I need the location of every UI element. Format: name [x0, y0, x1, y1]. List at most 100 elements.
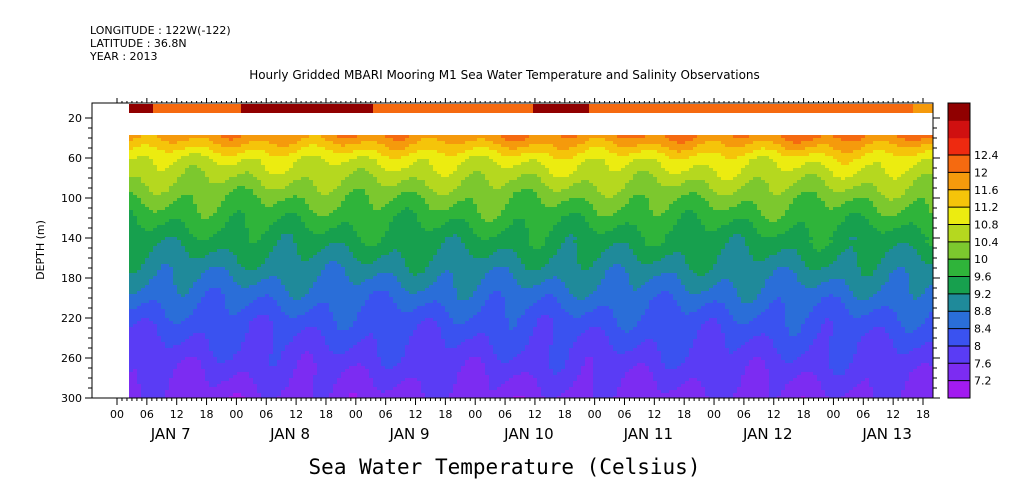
heatmap-cell [325, 282, 330, 286]
heatmap-cell [305, 321, 310, 325]
heatmap-cell [257, 246, 262, 250]
heatmap-cell [185, 231, 190, 235]
heatmap-cell [181, 363, 186, 367]
heatmap-cell [285, 339, 290, 343]
heatmap-cell [289, 333, 294, 337]
heatmap-cell [165, 270, 170, 274]
heatmap-cell [193, 144, 198, 148]
heatmap-cell [165, 297, 170, 301]
heatmap-cell [273, 270, 278, 274]
heatmap-cell [177, 324, 182, 328]
heatmap-cell [181, 264, 186, 268]
heatmap-cell [281, 258, 286, 262]
heatmap-cell [169, 225, 174, 229]
heatmap-cell [313, 210, 318, 214]
heatmap-cell [225, 360, 230, 364]
heatmap-cell [265, 174, 270, 178]
heatmap-cell [289, 276, 294, 280]
heatmap-cell [181, 285, 186, 289]
heatmap-cell [137, 141, 142, 145]
heatmap-cell [297, 279, 302, 283]
heatmap-cell [261, 285, 266, 289]
heatmap-cell [201, 390, 206, 394]
heatmap-cell [221, 297, 226, 301]
heatmap-cell [341, 168, 346, 172]
heatmap-cell [221, 351, 226, 355]
heatmap-cell [333, 285, 338, 289]
heatmap-cell [341, 279, 346, 283]
heatmap-cell [129, 282, 134, 286]
heatmap-cell [289, 273, 294, 277]
heatmap-cell [173, 138, 178, 142]
heatmap-cell [165, 180, 170, 184]
heatmap-cell [157, 234, 162, 238]
heatmap-cell [169, 318, 174, 322]
heatmap-cell [157, 378, 162, 382]
heatmap-cell [297, 282, 302, 286]
heatmap-cell [333, 138, 338, 142]
heatmap-cell [321, 183, 326, 187]
heatmap-cell [257, 297, 262, 301]
heatmap-cell [145, 264, 150, 268]
heatmap-cell [189, 216, 194, 220]
heatmap-cell [313, 390, 318, 394]
heatmap-cell [301, 183, 306, 187]
heatmap-cell [149, 246, 154, 250]
heatmap-cell [293, 306, 298, 310]
heatmap-cell [169, 369, 174, 373]
heatmap-cell [153, 279, 158, 283]
heatmap-cell [217, 270, 222, 274]
heatmap-cell [293, 267, 298, 271]
heatmap-cell [325, 210, 330, 214]
heatmap-cell [245, 210, 250, 214]
heatmap-cell [217, 366, 222, 370]
heatmap-cell [217, 216, 222, 220]
heatmap-cell [289, 339, 294, 343]
heatmap-cell [333, 258, 338, 262]
heatmap-cell [149, 204, 154, 208]
heatmap-cell [337, 198, 342, 202]
heatmap-cell [321, 381, 326, 385]
heatmap-cell [269, 372, 274, 376]
heatmap-cell [309, 354, 314, 358]
heatmap-cell [249, 213, 254, 217]
heatmap-cell [133, 207, 138, 211]
heatmap-cell [265, 249, 270, 253]
heatmap-cell [277, 303, 282, 307]
heatmap-cell [193, 360, 198, 364]
heatmap-cell [325, 336, 330, 340]
heatmap-cell [157, 150, 162, 154]
heatmap-cell [169, 303, 174, 307]
heatmap-cell [261, 393, 266, 397]
heatmap-cell [181, 375, 186, 379]
heatmap-cell [141, 381, 146, 385]
heatmap-cell [229, 348, 234, 352]
heatmap-cell [285, 252, 290, 256]
heatmap-cell [149, 168, 154, 172]
heatmap-cell [137, 165, 142, 169]
heatmap-cell [169, 372, 174, 376]
heatmap-cell [213, 288, 218, 292]
heatmap-cell [309, 324, 314, 328]
heatmap-cell [161, 249, 166, 253]
heatmap-cell [317, 273, 322, 277]
heatmap-cell [289, 321, 294, 325]
heatmap-cell [157, 384, 162, 388]
heatmap-cell [221, 393, 226, 397]
heatmap-cell [305, 303, 310, 307]
heatmap-cell [181, 237, 186, 241]
heatmap-cell [269, 303, 274, 307]
heatmap-cell [265, 222, 270, 226]
heatmap-cell [329, 207, 334, 211]
heatmap-cell [177, 150, 182, 154]
heatmap-cell [165, 210, 170, 214]
heatmap-cell [237, 198, 242, 202]
heatmap-cell [189, 234, 194, 238]
heatmap-cell [245, 138, 250, 142]
heatmap-cell [209, 183, 214, 187]
heatmap-cell [341, 345, 346, 349]
heatmap-cell [301, 216, 306, 220]
heatmap-cell [265, 255, 270, 259]
heatmap-cell [341, 201, 346, 205]
heatmap-cell [141, 270, 146, 274]
